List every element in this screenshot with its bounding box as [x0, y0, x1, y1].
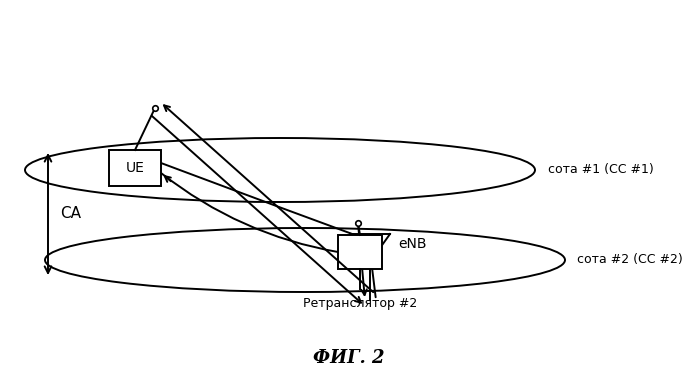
- Text: ФИГ. 2: ФИГ. 2: [313, 349, 384, 367]
- Bar: [109, 150, 161, 186]
- Text: сота #1 (СС #1): сота #1 (СС #1): [548, 163, 654, 176]
- Text: CA: CA: [60, 207, 81, 221]
- Text: eNB: eNB: [398, 237, 426, 251]
- Bar: [338, 235, 382, 269]
- Text: сота #2 (СС #2): сота #2 (СС #2): [577, 253, 683, 266]
- Text: Ретранслятор #2: Ретранслятор #2: [303, 297, 417, 310]
- Text: UE: UE: [126, 161, 145, 175]
